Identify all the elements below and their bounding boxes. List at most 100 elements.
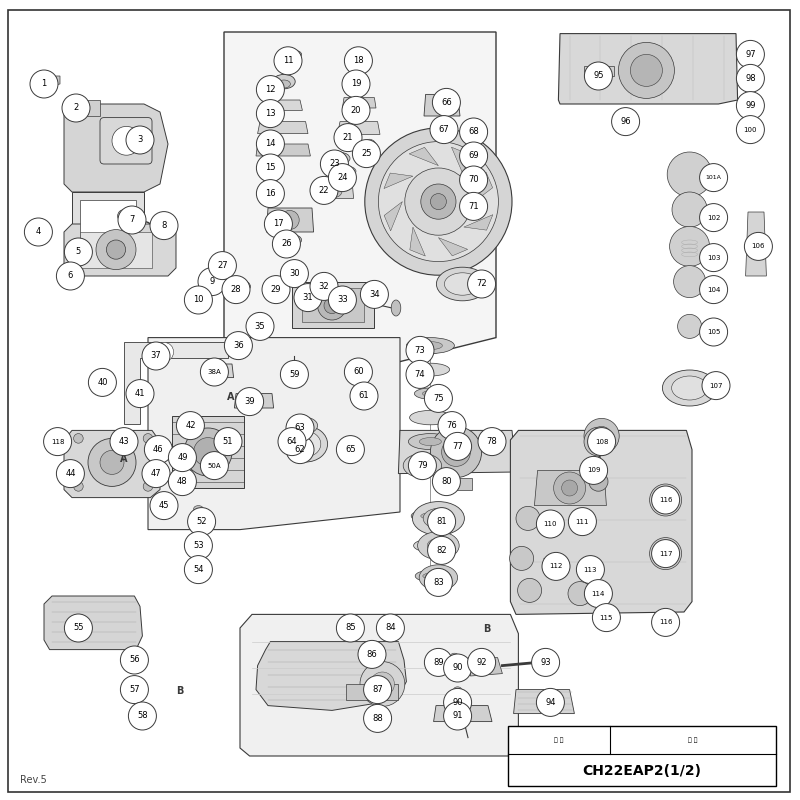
Circle shape [150, 212, 178, 240]
Circle shape [286, 414, 314, 442]
Circle shape [224, 331, 253, 360]
Circle shape [150, 491, 178, 520]
Circle shape [702, 371, 730, 399]
Circle shape [650, 538, 682, 570]
Text: 20: 20 [350, 106, 362, 115]
Polygon shape [64, 104, 168, 192]
Circle shape [184, 555, 213, 584]
Circle shape [280, 259, 308, 288]
Circle shape [43, 427, 72, 455]
Ellipse shape [273, 74, 295, 89]
Text: 30: 30 [289, 269, 300, 278]
Polygon shape [256, 642, 406, 710]
Ellipse shape [287, 235, 302, 245]
Circle shape [126, 380, 154, 408]
Circle shape [406, 336, 434, 365]
Circle shape [361, 280, 389, 309]
Circle shape [443, 432, 472, 460]
Text: 24: 24 [337, 173, 348, 182]
Ellipse shape [354, 61, 362, 67]
Text: 25: 25 [361, 149, 372, 158]
Text: 114: 114 [592, 590, 605, 597]
Ellipse shape [391, 300, 401, 316]
Circle shape [235, 388, 264, 416]
Text: 76: 76 [446, 421, 458, 430]
Polygon shape [409, 147, 438, 166]
Circle shape [536, 510, 565, 538]
Circle shape [363, 675, 392, 704]
Ellipse shape [410, 410, 451, 425]
Circle shape [584, 418, 619, 454]
Ellipse shape [437, 267, 488, 301]
Text: 55: 55 [73, 623, 84, 633]
Circle shape [353, 139, 381, 167]
Text: 111: 111 [576, 518, 589, 525]
Circle shape [699, 243, 728, 271]
Text: 71: 71 [468, 202, 479, 211]
Ellipse shape [419, 438, 442, 446]
Circle shape [459, 166, 487, 194]
Text: 名 称: 名 称 [688, 738, 698, 742]
Ellipse shape [218, 258, 233, 267]
Circle shape [576, 555, 605, 584]
Text: 7: 7 [130, 215, 134, 225]
Ellipse shape [411, 363, 450, 376]
Ellipse shape [472, 174, 485, 182]
Text: 34: 34 [369, 290, 380, 299]
Polygon shape [514, 690, 574, 714]
Text: 95: 95 [593, 71, 604, 81]
Circle shape [194, 438, 222, 466]
Circle shape [630, 54, 662, 86]
Circle shape [143, 482, 153, 491]
Circle shape [118, 210, 130, 222]
Circle shape [96, 230, 136, 270]
Circle shape [278, 427, 306, 455]
Circle shape [320, 150, 349, 178]
Circle shape [334, 123, 362, 152]
Circle shape [589, 472, 608, 491]
Circle shape [459, 142, 487, 170]
Ellipse shape [352, 363, 371, 375]
Circle shape [184, 286, 213, 314]
Polygon shape [256, 144, 310, 156]
Polygon shape [384, 202, 402, 231]
Circle shape [72, 100, 88, 116]
Text: 43: 43 [118, 437, 130, 446]
Polygon shape [172, 416, 244, 488]
Text: 81: 81 [436, 517, 447, 526]
Polygon shape [224, 32, 496, 362]
Ellipse shape [353, 50, 370, 59]
Text: 61: 61 [358, 391, 370, 401]
Ellipse shape [422, 391, 438, 397]
Ellipse shape [284, 431, 308, 446]
Ellipse shape [411, 459, 450, 472]
FancyBboxPatch shape [508, 726, 776, 786]
Text: 48: 48 [177, 477, 188, 486]
Circle shape [345, 358, 373, 386]
Text: 38A: 38A [207, 369, 222, 375]
Text: 82: 82 [436, 546, 447, 555]
Text: 101A: 101A [706, 175, 722, 180]
Text: 8: 8 [162, 221, 166, 230]
Polygon shape [302, 288, 364, 322]
Ellipse shape [414, 539, 447, 552]
Text: 65: 65 [345, 445, 356, 454]
Text: 77: 77 [452, 442, 463, 451]
Circle shape [130, 651, 142, 664]
Text: 112: 112 [550, 563, 562, 570]
Ellipse shape [383, 619, 401, 632]
Polygon shape [34, 226, 48, 236]
Text: 62: 62 [294, 445, 306, 454]
Circle shape [274, 46, 302, 74]
Ellipse shape [422, 573, 438, 579]
Text: 90: 90 [452, 698, 463, 707]
Circle shape [246, 313, 274, 341]
Circle shape [443, 688, 472, 717]
Text: 1: 1 [42, 79, 46, 89]
Text: 105: 105 [707, 329, 720, 335]
Text: 83: 83 [433, 578, 444, 587]
Circle shape [169, 467, 197, 495]
Circle shape [467, 648, 495, 677]
Text: 116: 116 [659, 497, 672, 503]
Circle shape [568, 582, 592, 606]
